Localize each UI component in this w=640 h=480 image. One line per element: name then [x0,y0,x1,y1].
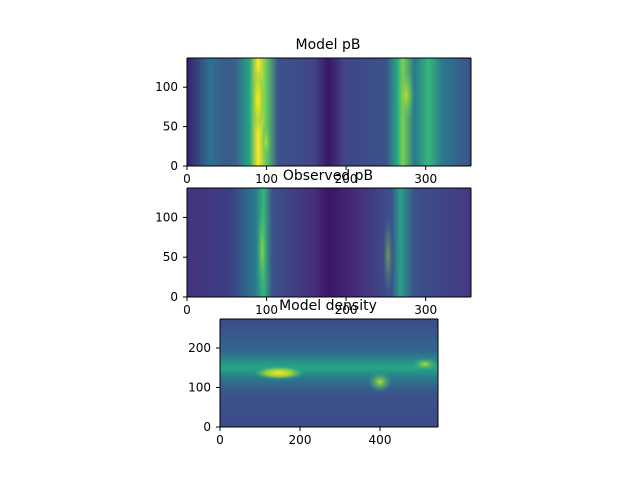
subplot-title: Model density [279,298,377,314]
heatmap-peak [413,358,437,370]
x-tick-label: 300 [414,172,437,186]
x-tick-label: 0 [183,172,191,186]
y-ticks: 0 50 100 [155,80,187,173]
x-ticks: 0 100 200 300 [183,166,437,186]
x-ticks: 0 200 400 [216,427,391,447]
heatmap-peak [252,68,264,132]
y-tick-label: 200 [188,341,211,355]
y-tick-label: 100 [155,210,178,224]
y-tick-label: 0 [203,420,211,434]
heatmap-peak [261,122,271,162]
y-ticks: 0 100 200 [188,341,220,434]
x-tick-label: 100 [255,303,278,317]
heatmap-image [187,188,471,297]
heatmap-band [383,215,393,295]
x-tick-label: 400 [369,433,392,447]
x-tick-label: 300 [414,303,437,317]
subplot-model-pb: Model pB 0 100 200 300 0 50 100 [155,37,472,186]
x-tick-label: 200 [335,172,358,186]
y-tick-label: 50 [163,120,178,134]
y-tick-label: 50 [163,250,178,264]
heatmap-image [187,58,471,166]
heatmap-band [257,205,267,295]
heatmap-image [220,319,438,427]
y-tick-label: 0 [170,290,178,304]
y-tick-label: 100 [188,381,211,395]
x-tick-label: 0 [216,433,224,447]
y-tick-label: 100 [155,80,178,94]
y-tick-label: 0 [170,159,178,173]
heatmap-peak [397,67,415,123]
x-tick-label: 0 [183,303,191,317]
subplot-observed-pb: Observed pB 0 100 200 300 0 50 100 [155,168,472,317]
x-tick-label: 200 [289,433,312,447]
x-tick-label: 100 [255,172,278,186]
subplot-title: Observed pB [283,168,373,184]
y-ticks: 0 50 100 [155,210,187,304]
subplot-title: Model pB [296,37,361,53]
x-ticks: 0 100 200 300 [183,297,437,317]
x-tick-label: 200 [335,303,358,317]
heatmap-peak [253,366,305,380]
heatmap-peak [368,372,392,392]
subplot-model-density: Model density 0 200 400 0 100 200 [188,298,439,447]
